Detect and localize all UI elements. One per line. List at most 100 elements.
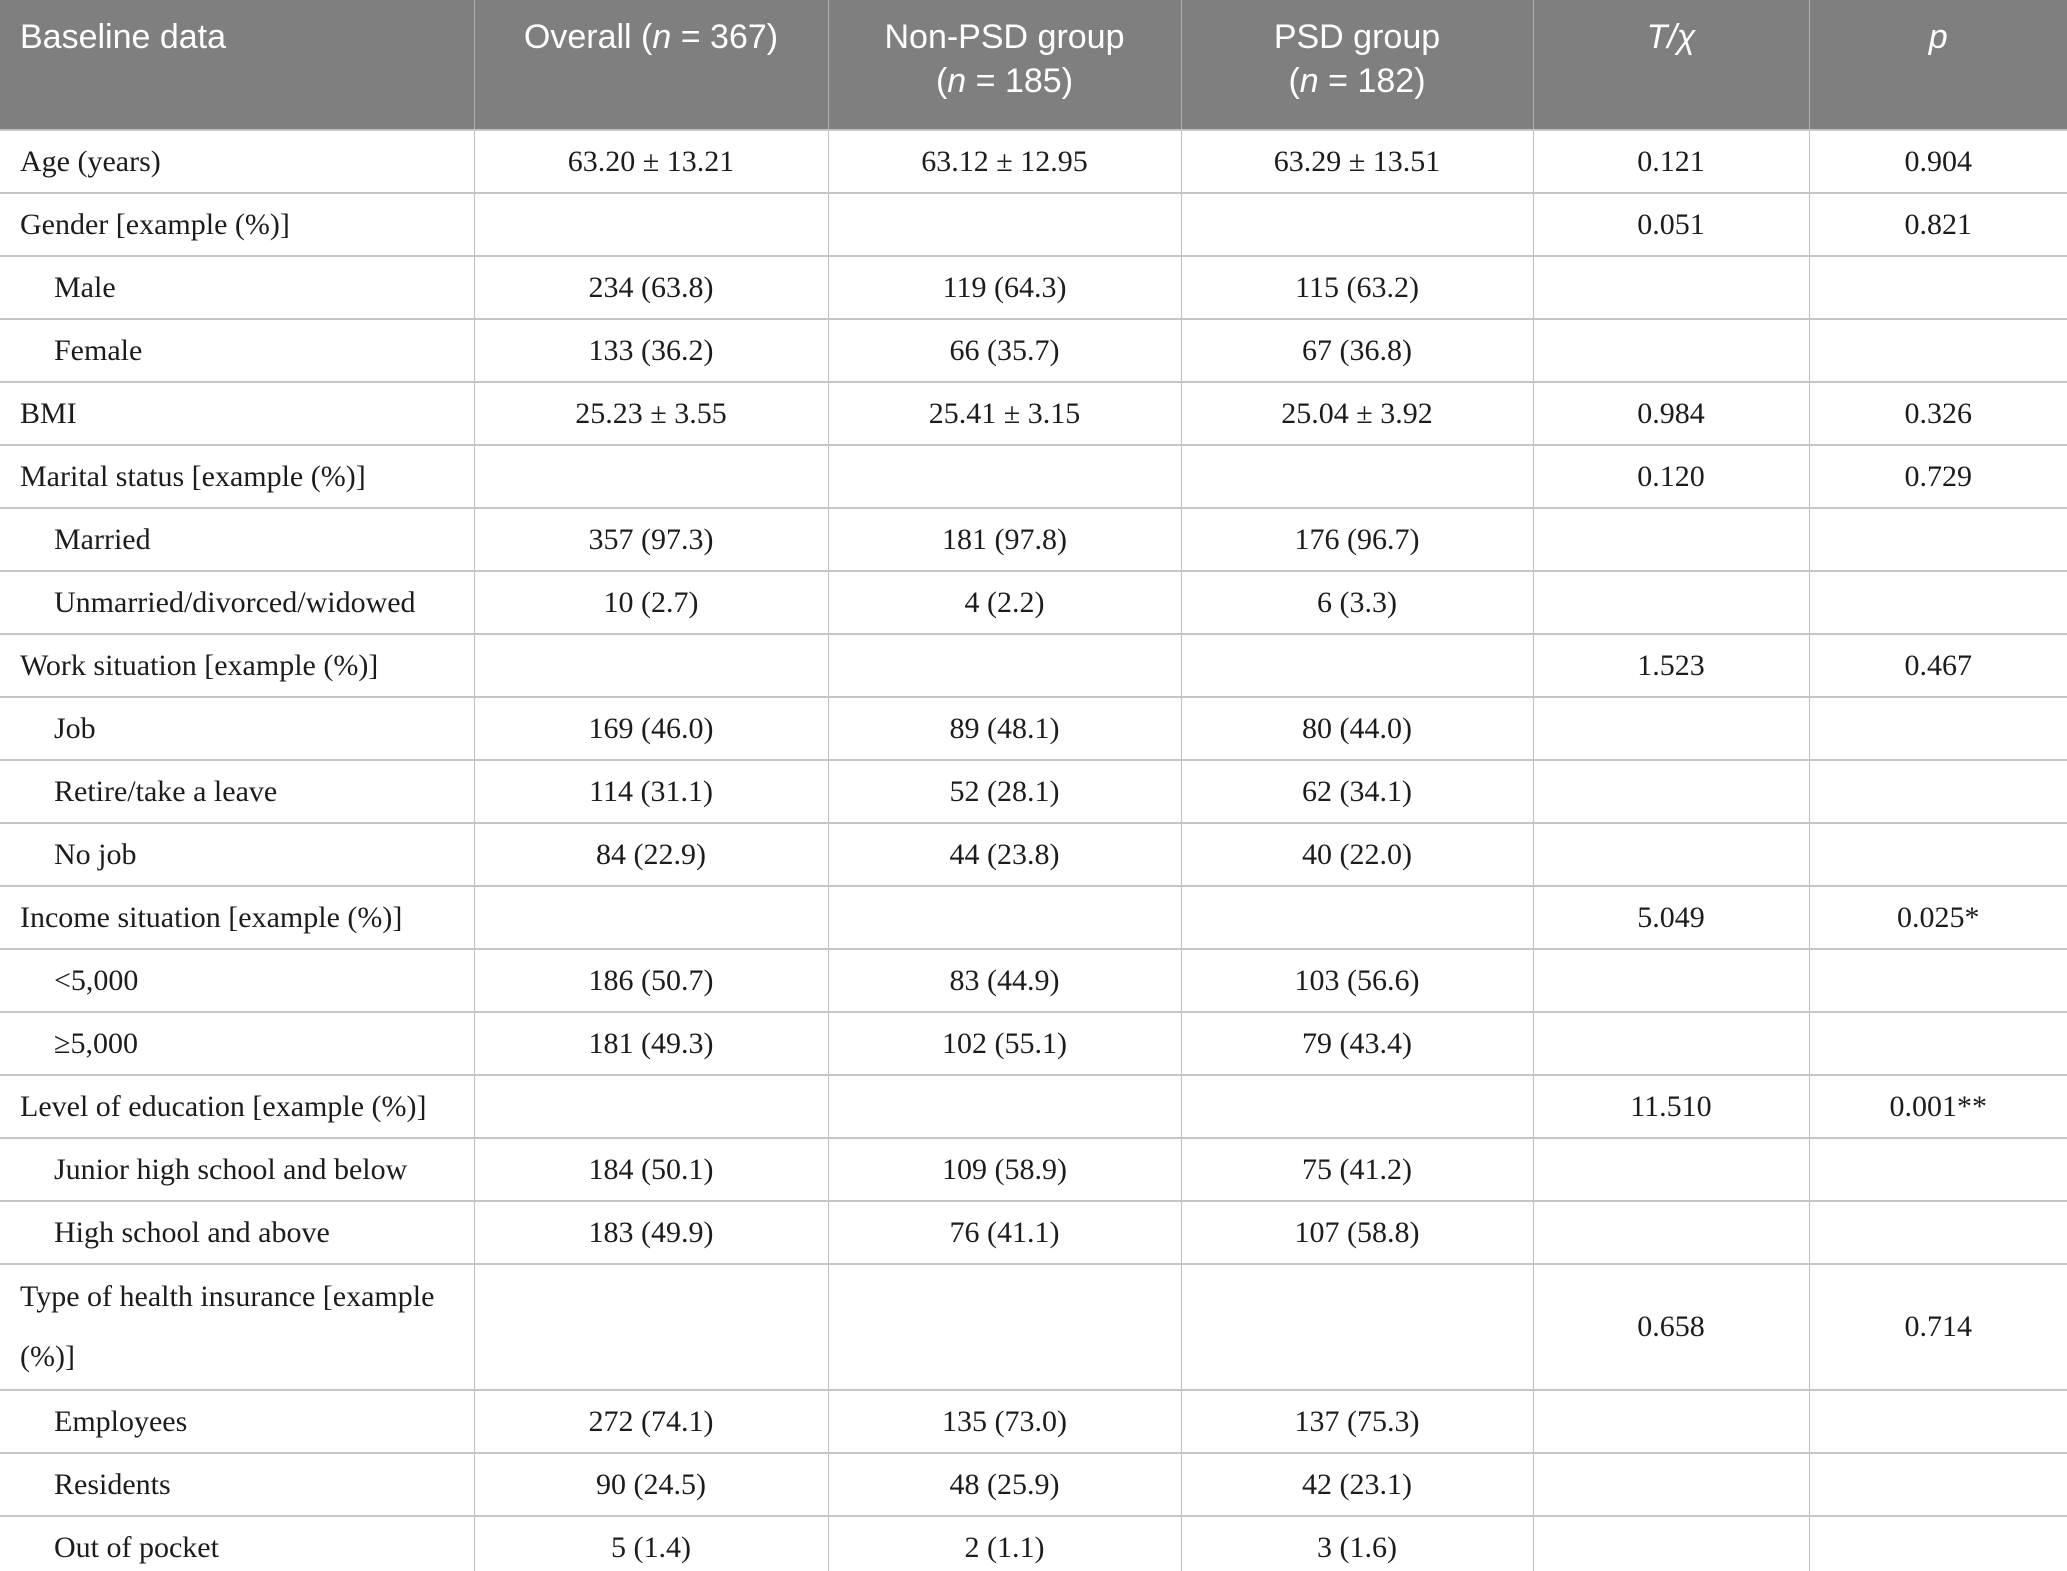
table-row-junior-high: Junior high school and below 184 (50.1) …	[0, 1138, 2067, 1202]
cell-nonpsd: 102 (55.1)	[827, 1012, 1181, 1076]
row-label: Male	[0, 256, 474, 320]
cell-t	[1532, 571, 1809, 635]
table-row-job: Job 169 (46.0) 89 (48.1) 80 (44.0)	[0, 697, 2067, 761]
cell-overall	[473, 193, 828, 257]
cell-overall: 63.20 ± 13.21	[473, 130, 828, 194]
cell-nonpsd: 63.12 ± 12.95	[827, 130, 1181, 194]
cell-p	[1808, 1138, 2067, 1202]
row-label: Marital status [example (%)]	[0, 445, 474, 509]
cell-overall: 25.23 ± 3.55	[473, 382, 828, 446]
cell-t: 0.121	[1532, 130, 1809, 194]
cell-t	[1532, 319, 1809, 383]
cell-t: 0.984	[1532, 382, 1809, 446]
cell-p: 0.904	[1808, 130, 2067, 194]
cell-t	[1532, 1453, 1809, 1517]
table-row-income-situation: Income situation [example (%)] 5.049 0.0…	[0, 886, 2067, 950]
cell-t: 0.120	[1532, 445, 1809, 509]
cell-nonpsd	[827, 886, 1181, 950]
cell-p	[1808, 1390, 2067, 1454]
cell-t	[1532, 760, 1809, 824]
header-non-psd-group: Non-PSD group (n = 185)	[827, 0, 1181, 131]
table-row-health-insurance: Type of health insurance [example (%)] 0…	[0, 1264, 2067, 1391]
header-row: Baseline data Overall (n = 367) Non-PSD …	[0, 0, 2067, 131]
table-row-married: Married 357 (97.3) 181 (97.8) 176 (96.7)	[0, 508, 2067, 572]
table-row-unmarried: Unmarried/divorced/widowed 10 (2.7) 4 (2…	[0, 571, 2067, 635]
cell-t	[1532, 697, 1809, 761]
table-row-no-job: No job 84 (22.9) 44 (23.8) 40 (22.0)	[0, 823, 2067, 887]
header-overall: Overall (n = 367)	[473, 0, 828, 131]
table-row-retire: Retire/take a leave 114 (31.1) 52 (28.1)…	[0, 760, 2067, 824]
table-row-female: Female 133 (36.2) 66 (35.7) 67 (36.8)	[0, 319, 2067, 383]
cell-t	[1532, 1390, 1809, 1454]
row-label: ≥5,000	[0, 1012, 474, 1076]
cell-psd: 25.04 ± 3.92	[1180, 382, 1533, 446]
row-label: Out of pocket	[0, 1516, 474, 1571]
cell-psd: 63.29 ± 13.51	[1180, 130, 1533, 194]
row-label: Work situation [example (%)]	[0, 634, 474, 698]
cell-overall: 357 (97.3)	[473, 508, 828, 572]
cell-p: 0.467	[1808, 634, 2067, 698]
row-label: Job	[0, 697, 474, 761]
cell-psd: 115 (63.2)	[1180, 256, 1533, 320]
cell-nonpsd: 66 (35.7)	[827, 319, 1181, 383]
table-row-work-situation: Work situation [example (%)] 1.523 0.467	[0, 634, 2067, 698]
cell-overall: 5 (1.4)	[473, 1516, 828, 1571]
cell-t	[1532, 1138, 1809, 1202]
row-label: High school and above	[0, 1201, 474, 1265]
cell-psd: 3 (1.6)	[1180, 1516, 1533, 1571]
cell-psd: 107 (58.8)	[1180, 1201, 1533, 1265]
cell-psd: 137 (75.3)	[1180, 1390, 1533, 1454]
cell-overall	[473, 1264, 828, 1391]
cell-psd: 176 (96.7)	[1180, 508, 1533, 572]
cell-nonpsd: 181 (97.8)	[827, 508, 1181, 572]
cell-nonpsd: 48 (25.9)	[827, 1453, 1181, 1517]
cell-p	[1808, 760, 2067, 824]
table-row-income-high: ≥5,000 181 (49.3) 102 (55.1) 79 (43.4)	[0, 1012, 2067, 1076]
cell-t	[1532, 1201, 1809, 1265]
cell-t	[1532, 1516, 1809, 1571]
cell-overall: 183 (49.9)	[473, 1201, 828, 1265]
cell-psd	[1180, 193, 1533, 257]
cell-overall: 186 (50.7)	[473, 949, 828, 1013]
cell-nonpsd: 135 (73.0)	[827, 1390, 1181, 1454]
table-body: Age (years) 63.20 ± 13.21 63.12 ± 12.95 …	[0, 130, 2067, 1571]
cell-t: 1.523	[1532, 634, 1809, 698]
cell-p: 0.821	[1808, 193, 2067, 257]
cell-overall: 272 (74.1)	[473, 1390, 828, 1454]
row-label: No job	[0, 823, 474, 887]
cell-p: 0.714	[1808, 1264, 2067, 1391]
cell-overall: 10 (2.7)	[473, 571, 828, 635]
row-label: Employees	[0, 1390, 474, 1454]
cell-nonpsd: 52 (28.1)	[827, 760, 1181, 824]
cell-t: 0.658	[1532, 1264, 1809, 1391]
header-baseline-data: Baseline data	[0, 0, 474, 131]
cell-nonpsd: 89 (48.1)	[827, 697, 1181, 761]
cell-psd	[1180, 634, 1533, 698]
table-row-education: Level of education [example (%)] 11.510 …	[0, 1075, 2067, 1139]
table-header: Baseline data Overall (n = 367) Non-PSD …	[0, 0, 2067, 131]
cell-psd	[1180, 1264, 1533, 1391]
cell-nonpsd: 83 (44.9)	[827, 949, 1181, 1013]
row-label: Married	[0, 508, 474, 572]
cell-p	[1808, 1201, 2067, 1265]
row-label: Level of education [example (%)]	[0, 1075, 474, 1139]
cell-psd: 67 (36.8)	[1180, 319, 1533, 383]
cell-overall	[473, 634, 828, 698]
cell-p	[1808, 256, 2067, 320]
cell-t	[1532, 1012, 1809, 1076]
header-t-chi: T/χ	[1532, 0, 1809, 131]
cell-overall	[473, 1075, 828, 1139]
cell-p: 0.326	[1808, 382, 2067, 446]
table-row-employees: Employees 272 (74.1) 135 (73.0) 137 (75.…	[0, 1390, 2067, 1454]
cell-nonpsd	[827, 193, 1181, 257]
cell-nonpsd: 76 (41.1)	[827, 1201, 1181, 1265]
cell-overall: 184 (50.1)	[473, 1138, 828, 1202]
cell-overall	[473, 886, 828, 950]
cell-p: 0.001**	[1808, 1075, 2067, 1139]
cell-nonpsd: 25.41 ± 3.15	[827, 382, 1181, 446]
cell-p	[1808, 823, 2067, 887]
cell-p	[1808, 571, 2067, 635]
cell-p	[1808, 949, 2067, 1013]
row-label: <5,000	[0, 949, 474, 1013]
